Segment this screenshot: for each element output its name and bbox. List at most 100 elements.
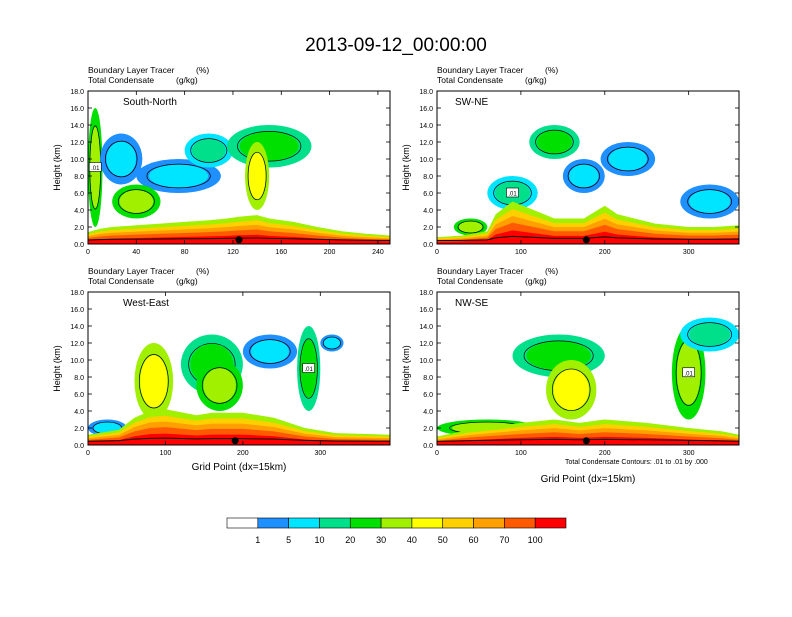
x-tick-label: 100 bbox=[515, 249, 527, 256]
x-tick-label: 40 bbox=[132, 249, 140, 256]
plot-area: .01 bbox=[437, 292, 739, 445]
panel-label: NW-SE bbox=[455, 298, 488, 309]
x-tick-label: 0 bbox=[435, 450, 439, 457]
y-tick-label: 0.0 bbox=[74, 443, 84, 450]
y-tick-label: 14.0 bbox=[419, 123, 433, 130]
condensate-contour bbox=[567, 163, 600, 189]
contour-label: .01 bbox=[305, 367, 314, 373]
colorbar-label: 30 bbox=[376, 535, 386, 545]
tracer-feature-core bbox=[608, 147, 647, 171]
condensate-contour bbox=[607, 146, 649, 172]
tracer-feature-core bbox=[689, 322, 731, 347]
field-unit-tracer: (%) bbox=[545, 65, 558, 75]
y-tick-label: 6.0 bbox=[74, 191, 84, 198]
condensate-contour bbox=[687, 322, 733, 347]
field-label-tracer: Boundary Layer Tracer bbox=[88, 65, 175, 75]
tracer-feature-core bbox=[248, 152, 266, 200]
y-tick-label: 8.0 bbox=[74, 375, 84, 382]
y-tick-label: 8.0 bbox=[74, 174, 84, 181]
contour-label-box bbox=[506, 187, 519, 198]
y-tick-label: 14.0 bbox=[70, 123, 84, 130]
tracer-feature-core bbox=[553, 369, 589, 410]
y-axis-label: Height (km) bbox=[401, 345, 411, 392]
condensate-contour bbox=[687, 189, 733, 214]
colorbar-swatch bbox=[288, 517, 320, 529]
x-tick-label: 200 bbox=[599, 450, 611, 457]
condensate-contour bbox=[247, 151, 267, 201]
tracer-feature-core bbox=[323, 337, 341, 349]
tracer-feature-core bbox=[458, 221, 483, 233]
y-tick-label: 10.0 bbox=[419, 157, 433, 164]
y-tick-label: 16.0 bbox=[419, 106, 433, 113]
colorbar-label: 10 bbox=[314, 535, 324, 545]
condensate-contour bbox=[299, 338, 318, 399]
panel-label: West-East bbox=[123, 298, 169, 309]
colorbar-swatch bbox=[380, 517, 413, 529]
y-tick-label: 12.0 bbox=[419, 341, 433, 348]
x-tick-label: 100 bbox=[160, 450, 172, 457]
plot-frame bbox=[436, 291, 740, 446]
y-tick-label: 2.0 bbox=[74, 426, 84, 433]
location-marker bbox=[582, 236, 590, 244]
condensate-contour bbox=[249, 339, 291, 364]
boundary-layer-band bbox=[88, 433, 390, 445]
tracer-feature-core bbox=[569, 164, 599, 188]
field-label-condensate: Total Condensate bbox=[437, 75, 503, 85]
y-tick-label: 6.0 bbox=[423, 392, 433, 399]
tracer-feature-core bbox=[191, 138, 226, 163]
y-tick-label: 4.0 bbox=[74, 409, 84, 416]
y-tick-label: 0.0 bbox=[423, 443, 433, 450]
y-tick-label: 2.0 bbox=[423, 225, 433, 232]
y-tick-label: 12.0 bbox=[70, 140, 84, 147]
field-unit-tracer: (%) bbox=[196, 266, 209, 276]
tracer-feature-core bbox=[203, 368, 236, 403]
y-tick-label: 4.0 bbox=[423, 409, 433, 416]
field-label-tracer: Boundary Layer Tracer bbox=[437, 266, 524, 276]
y-tick-label: 18.0 bbox=[419, 89, 433, 96]
plot-frame bbox=[436, 90, 740, 245]
tracer-feature-core bbox=[149, 164, 209, 188]
contour-label: .01 bbox=[684, 371, 693, 377]
plot-area: .01 bbox=[88, 292, 390, 445]
colorbar-label: 1 bbox=[255, 535, 260, 545]
y-tick-label: 4.0 bbox=[74, 208, 84, 215]
figure-title: 2013-09-12_00:00:00 bbox=[305, 35, 487, 56]
x-tick-label: 240 bbox=[372, 249, 384, 256]
contour-label: .01 bbox=[91, 166, 100, 172]
colorbar-swatch bbox=[257, 517, 289, 529]
condensate-contour bbox=[535, 129, 574, 155]
x-tick-label: 200 bbox=[237, 450, 249, 457]
field-unit-condensate: (g/kg) bbox=[525, 276, 547, 286]
field-unit-condensate: (g/kg) bbox=[525, 75, 547, 85]
y-tick-label: 18.0 bbox=[419, 290, 433, 297]
y-tick-label: 10.0 bbox=[70, 157, 84, 164]
y-tick-label: 18.0 bbox=[70, 89, 84, 96]
y-tick-label: 0.0 bbox=[423, 242, 433, 249]
y-tick-label: 10.0 bbox=[419, 358, 433, 365]
tracer-feature-core bbox=[536, 130, 573, 154]
tracer-feature-core bbox=[140, 355, 168, 408]
panel-nw-se: Boundary Layer Tracer (%) Total Condensate… bbox=[401, 266, 740, 485]
colorbar-swatch bbox=[473, 517, 505, 529]
field-label-condensate: Total Condensate bbox=[88, 276, 154, 286]
condensate-contour bbox=[146, 163, 211, 189]
y-tick-label: 0.0 bbox=[74, 242, 84, 249]
contour-note: Total Condensate Contours: .01 to .01 by… bbox=[565, 459, 708, 466]
contour-label-box bbox=[88, 162, 102, 172]
field-unit-condensate: (g/kg) bbox=[176, 276, 198, 286]
colorbar-label: 20 bbox=[345, 535, 355, 545]
panel-west-east: Boundary Layer Tracer (%) Total Condensate… bbox=[52, 266, 391, 473]
y-tick-label: 8.0 bbox=[423, 174, 433, 181]
location-marker bbox=[231, 437, 239, 445]
colorbar-label: 5 bbox=[286, 535, 291, 545]
condensate-contour bbox=[457, 220, 484, 234]
colorbar-swatch bbox=[534, 517, 567, 529]
colorbar-swatch bbox=[504, 517, 536, 529]
field-unit-tracer: (%) bbox=[196, 65, 209, 75]
plot-area: .01 bbox=[88, 91, 390, 244]
field-label-condensate: Total Condensate bbox=[88, 75, 154, 85]
plot-frame bbox=[87, 291, 391, 446]
condensate-contour bbox=[322, 336, 341, 350]
colorbar-label: 70 bbox=[499, 535, 509, 545]
